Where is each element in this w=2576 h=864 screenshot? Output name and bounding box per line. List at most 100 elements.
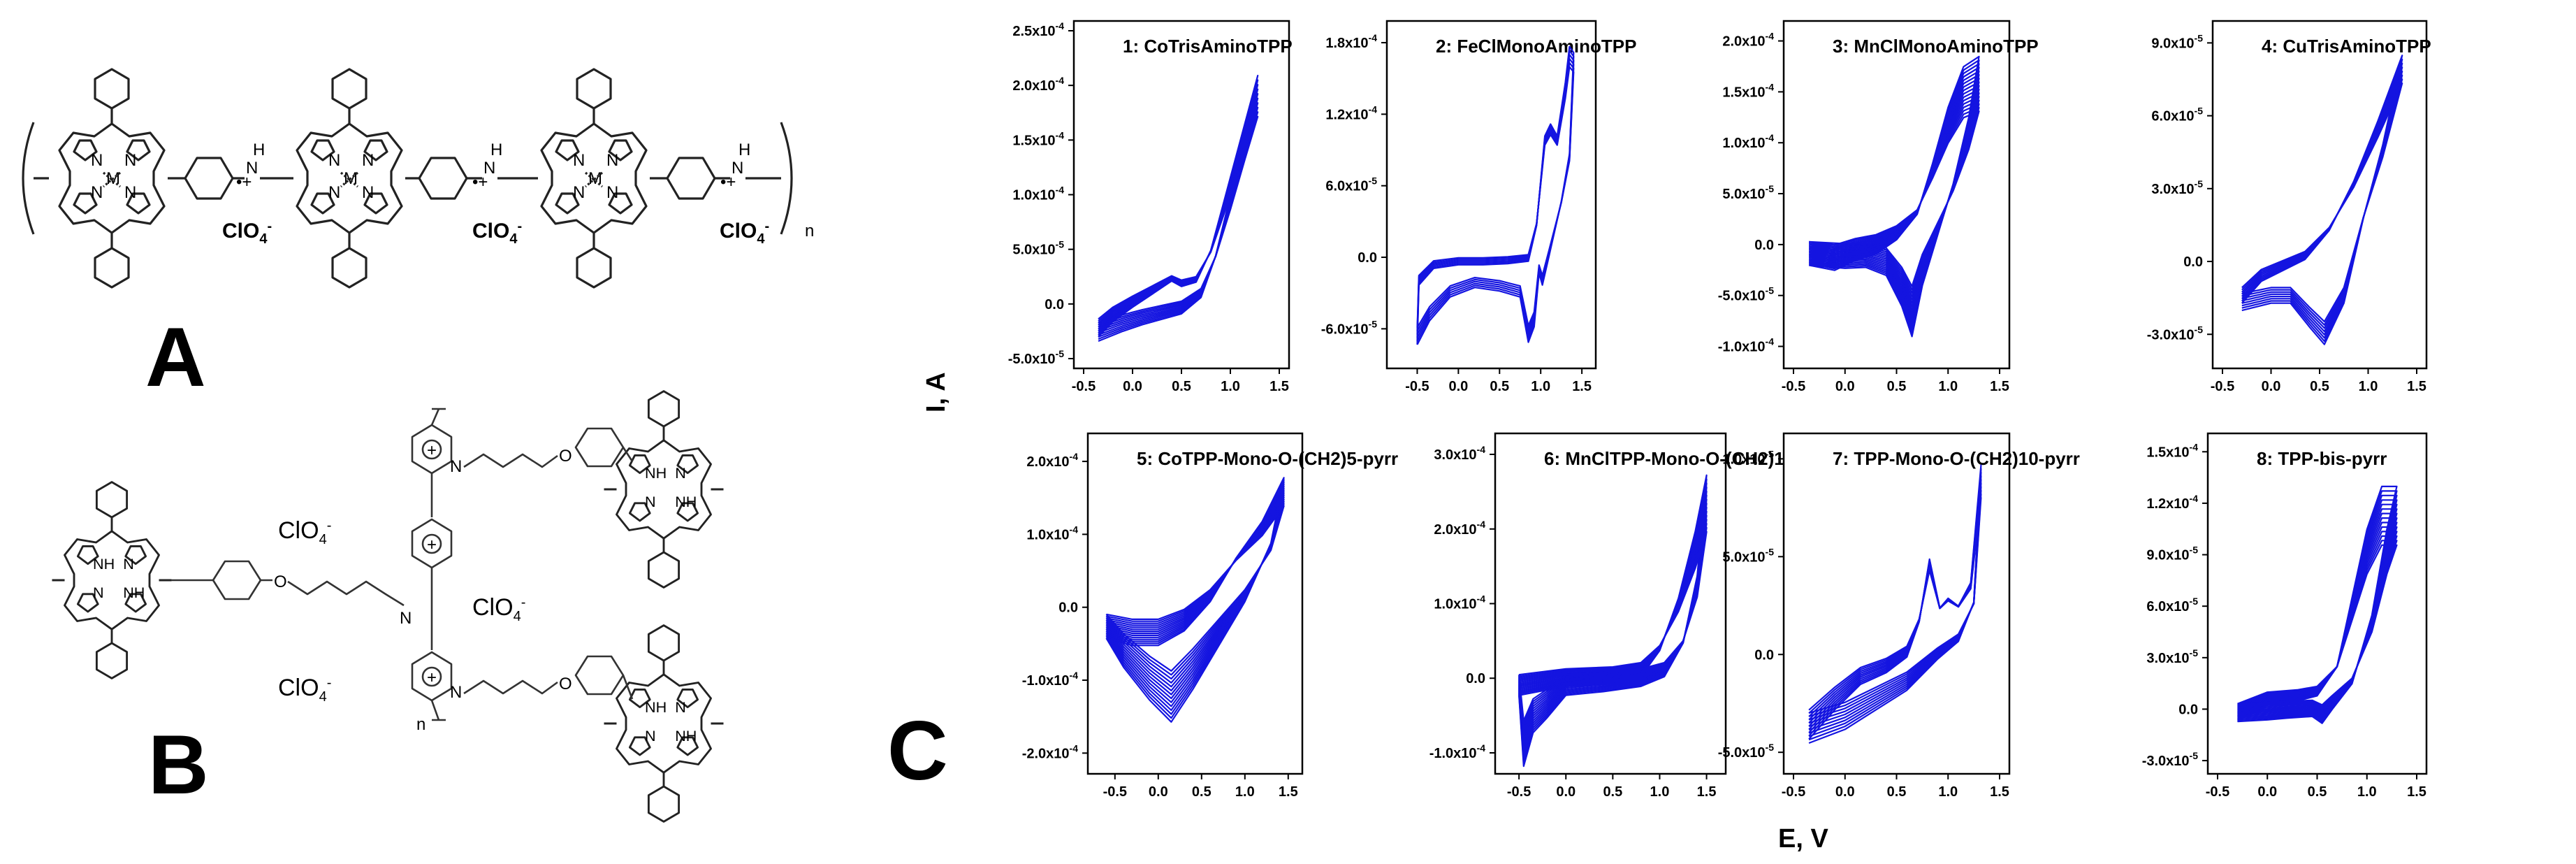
chart-1-ytick-label: 1.0x10-4 [1012,185,1064,203]
pyridinium-n-bottom: N [450,683,462,702]
chart-2-xtick-label: 1.0 [1531,379,1550,394]
chart-2-frame [1385,20,1597,370]
nitrogen-atom: N [362,183,374,202]
counterion-a-3: ClO4- [720,219,769,247]
svg-text:•+: •+ [720,173,736,192]
chart-2-cycle [1416,66,1575,329]
counterion-b-1: ClO4- [278,517,331,547]
chart-6-ytick-label: -1.0x10-4 [1429,742,1486,761]
chart-5-xtick-label: 1.0 [1235,784,1255,800]
chart-5-cycle [1105,505,1285,672]
nitrogen-atom: N [93,584,104,601]
svg-text:ClO4-: ClO4- [472,594,525,624]
svg-text:ClO4-: ClO4- [720,219,769,247]
svg-text:+: + [427,668,437,687]
cv-chart-7: 7: TPP-Mono-O-(CH2)10-pyrr -0.5 0.0 0.5 1.0 1… [1718,432,2080,800]
chart-1-ytick-label: 1.5x10-4 [1012,129,1064,148]
chart-7-title: 7: TPP-Mono-O-(CH2)10-pyrr [1833,448,2080,469]
chart-6-xtick-label: 0.0 [1556,784,1576,800]
pyridinium-n-center: N [400,609,412,628]
chart-3-xtick-label: -0.5 [1782,379,1805,394]
chart-7-xtick-label: 1.0 [1938,784,1958,800]
svg-text:•+: •+ [472,173,488,192]
nitrogen-atom: N [362,151,374,170]
porphyrin-b-left: NH N N NH [52,481,172,679]
chart-5-ytick-label: -2.0x10-4 [1022,742,1079,761]
panel-label-c: C [887,704,948,798]
chart-8-xtick-label: 0.0 [2257,784,2277,800]
chart-2-cycle [1416,54,1575,338]
chart-1-xtick-label: 0.0 [1123,379,1142,394]
porphyrin-unit-3: N NN NM [540,68,648,289]
nitrogen-atom: N [124,151,136,170]
chart-4-xtick-label: -0.5 [2211,379,2234,394]
chart-1-curves [1098,74,1259,343]
chart-3-ytick-label: -1.0x10-4 [1718,336,1775,355]
chart-1-xtick-label: 0.5 [1172,379,1191,394]
chart-1-ytick-label: -5.0x10-5 [1008,348,1065,367]
chart-4-curves [2241,55,2403,345]
nitrogen-atom: N [573,151,585,170]
chart-5-curves [1105,477,1285,723]
nitrogen-atom: N [675,464,686,482]
panel-label-a: A [145,310,206,404]
counterion-b-3: ClO4- [278,675,331,705]
chart-2-ytick-label: 1.2x10-4 [1325,103,1377,122]
chart-2-curves [1416,45,1575,345]
chart-5-xtick-label: 0.0 [1149,784,1168,800]
porphyrin-unit-1: N NN NM [58,68,166,289]
chart-3-xtick-label: 0.0 [1835,379,1855,394]
linker-3: N H •+ [650,141,781,200]
chart-8-ytick-label: 6.0x10-5 [2146,596,2198,614]
nitrogen-atom: N [645,727,656,744]
chart-7-xtick-label: 0.0 [1835,784,1855,800]
chart-6-ytick-label: 3.0x10-4 [1434,444,1485,463]
chart-1-ytick-label: 2.0x10-4 [1012,75,1064,94]
nitrogen-atom: N [123,555,134,573]
y-axis-title: I, A [922,372,951,412]
structure-a-polymer: n N NN NM N NN NM N NN NM N H •+ N H [22,68,814,404]
nitrogen-atom: N [91,183,103,202]
nitrogen-atom: N [328,183,340,202]
chart-4-ytick-label: 6.0x10-5 [2151,106,2203,124]
nitrogen-atom: NH [675,727,697,744]
chart-2-cycle [1416,62,1575,332]
chart-2-xtick-label: -0.5 [1405,379,1429,394]
chart-5-title: 5: CoTPP-Mono-O-(CH2)5-pyrr [1137,448,1398,469]
chart-4-xtick-label: 0.0 [2262,379,2281,394]
x-axis-title: E, V [1778,824,1828,854]
ether-o-bottom: O [559,675,572,693]
chart-1-title: 1: CoTrisAminoTPP [1123,36,1293,57]
chart-7-curves [1808,464,1982,744]
chart-1-xtick-label: 1.0 [1221,379,1240,394]
chart-8-xtick-label: 0.5 [2308,784,2327,800]
cv-chart-4: 4: CuTrisAminoTPP -0.5 0.0 0.5 1.0 1.5 -3.0x10… [2147,20,2431,394]
nitrogen-atom: N [675,698,686,716]
structure-b-polymer: NH N N NH NH N N NH NH N N NH O N + N O [52,390,724,823]
svg-text:+: + [427,535,437,554]
porphyrin-b-bottom: NH N N NH [604,624,724,823]
chart-8-xtick-label: 1.5 [2407,784,2426,800]
pyridinium-chain: + N O + + N O n [411,408,634,734]
chart-2-cycle [1416,50,1575,342]
chart-6-cycle [1518,531,1708,722]
chart-4-title: 4: CuTrisAminoTPP [2262,36,2431,57]
chart-2-xtick-label: 0.0 [1448,379,1468,394]
chart-1-ytick-label: 5.0x10-5 [1012,239,1064,258]
nitrogen-atom: N [573,183,585,202]
bracket-left [22,122,35,235]
chart-4-xtick-label: 1.5 [2407,379,2426,394]
chart-8-ytick-label: 0.0 [2178,702,2198,717]
chart-2-cycle [1416,57,1575,336]
amine-n-3: N [732,159,743,178]
chart-3-xtick-label: 0.5 [1887,379,1907,394]
chart-6-ytick-label: 1.0x10-4 [1434,593,1485,612]
chart-4-xtick-label: 1.0 [2359,379,2378,394]
chart-4-ytick-label: 9.0x10-5 [2151,32,2203,51]
nitrogen-atom: N [606,183,618,202]
chart-7-ytick-label: 5.0x10-5 [1722,546,1774,565]
chart-4-frame [2211,20,2428,370]
chart-6-curves [1518,474,1708,768]
chart-7-xtick-label: 1.5 [1990,784,2009,800]
chart-2-xtick-label: 1.5 [1572,379,1592,394]
